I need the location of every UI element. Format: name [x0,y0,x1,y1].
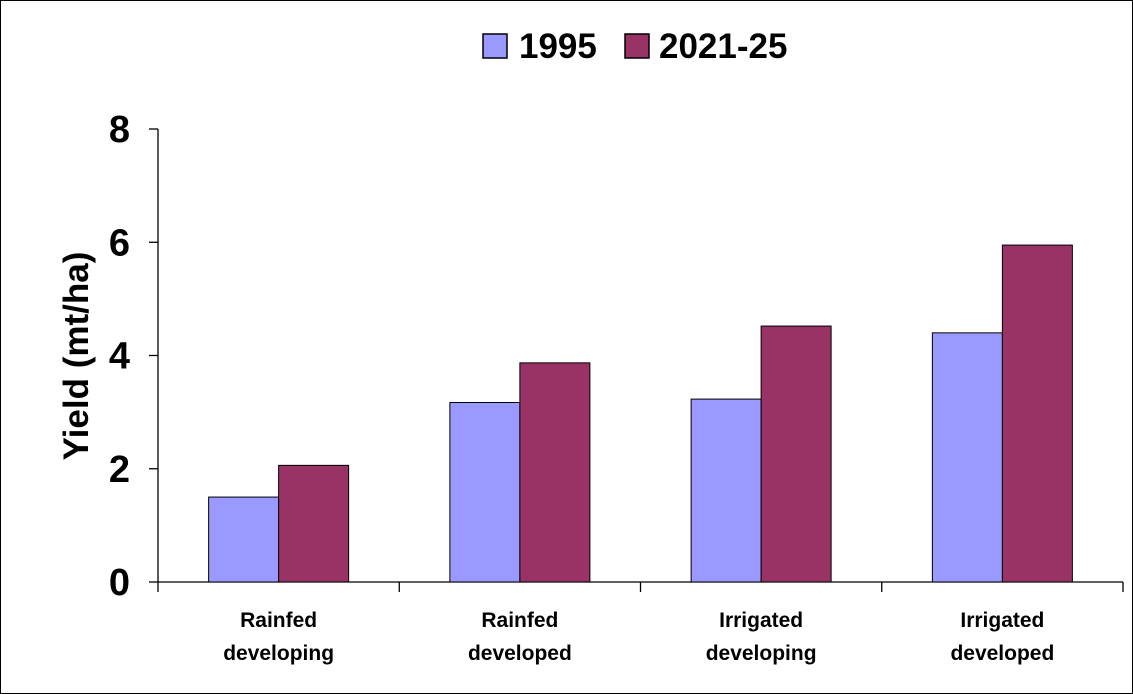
bar-1995-3 [931,332,1003,583]
x-tick-label: Irrigated [960,609,1044,632]
legend-label: 1995 [519,27,597,66]
legend: 1995 2021-25 [482,27,787,66]
x-tick-label: Rainfed [481,609,558,632]
bar-2021-25-3 [1001,244,1073,583]
x-tick-label: developed [468,642,572,665]
y-tick-label: 2 [109,449,130,491]
x-tick-label: developing [223,642,334,665]
bar-2021-25-1 [519,362,591,583]
y-tick-label: 8 [109,109,130,151]
y-tick-label: 0 [109,562,130,604]
legend-label: 2021-25 [659,27,787,66]
y-axis-label: Yield (mt/ha) [57,252,96,461]
x-tick-label: developed [950,642,1054,665]
bar-1995-2 [690,398,762,583]
y-tick-label: 4 [109,336,130,378]
x-tick-label: Rainfed [240,609,317,632]
bar-2021-25-2 [760,325,832,583]
bar-1995-0 [208,496,280,583]
bars [208,244,1073,583]
bar-1995-1 [449,401,521,583]
legend-swatch-1995 [482,33,508,59]
y-tick-label: 6 [109,222,130,264]
legend-swatch-2021-25 [624,33,650,59]
bar-2021-25-0 [278,464,350,583]
x-tick-label: developing [706,642,817,665]
x-tick-label: Irrigated [719,609,803,632]
labels: 0 2 4 6 8 Rainfed developing Rainfed developed Ir… [109,109,1054,665]
